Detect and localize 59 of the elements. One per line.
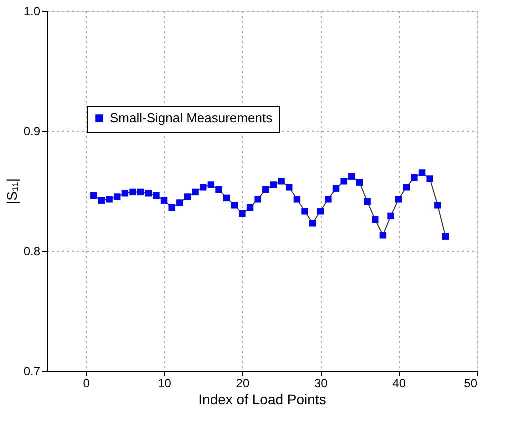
point	[176, 200, 184, 206]
x-tick-label: 0	[83, 376, 90, 390]
point	[192, 188, 199, 196]
point	[137, 188, 144, 196]
point	[395, 196, 402, 203]
point	[90, 192, 98, 200]
y-tick-label: 0.7	[24, 364, 41, 378]
point	[364, 198, 371, 206]
x-tick-label: 10	[158, 376, 172, 390]
point	[442, 233, 450, 240]
legend-label: Small-Signal Measurements	[110, 110, 274, 126]
point	[426, 176, 434, 182]
point	[216, 186, 222, 194]
point	[130, 188, 136, 196]
point	[294, 196, 301, 203]
x-tick-label: 20	[236, 376, 250, 390]
point	[223, 194, 230, 202]
point	[145, 190, 152, 197]
point	[208, 182, 215, 188]
point	[286, 184, 293, 191]
x-tick-label: 30	[314, 376, 328, 390]
point	[270, 182, 278, 188]
y-tick-label: 0.8	[24, 244, 41, 258]
point	[340, 178, 348, 185]
point	[418, 170, 426, 176]
x-axis-title: Index of Load Points	[198, 392, 326, 408]
point	[302, 208, 308, 215]
point	[254, 196, 262, 203]
point	[246, 204, 254, 212]
point	[380, 232, 387, 239]
point	[239, 210, 246, 218]
point	[372, 216, 379, 224]
point	[168, 204, 176, 212]
point	[317, 208, 324, 215]
point	[348, 173, 356, 180]
point	[231, 202, 238, 209]
point	[122, 190, 129, 197]
y-axis-title: |S₁₁|	[4, 178, 20, 205]
x-tick-label: 40	[392, 376, 406, 390]
point	[434, 202, 442, 209]
point	[184, 194, 192, 200]
point	[200, 184, 207, 191]
point	[106, 196, 113, 203]
point	[356, 179, 364, 186]
point	[114, 194, 121, 200]
y-tick-label: 0.9	[24, 124, 41, 138]
point	[388, 212, 394, 220]
point	[278, 178, 285, 185]
point	[332, 185, 340, 192]
point	[403, 184, 410, 191]
point	[98, 197, 106, 204]
point	[160, 197, 168, 204]
point	[262, 186, 270, 194]
point	[325, 196, 332, 203]
point	[153, 192, 160, 200]
y-tick-label: 1.0	[24, 4, 41, 18]
point	[309, 220, 316, 227]
point	[411, 174, 418, 182]
x-tick-label: 50	[464, 376, 478, 390]
